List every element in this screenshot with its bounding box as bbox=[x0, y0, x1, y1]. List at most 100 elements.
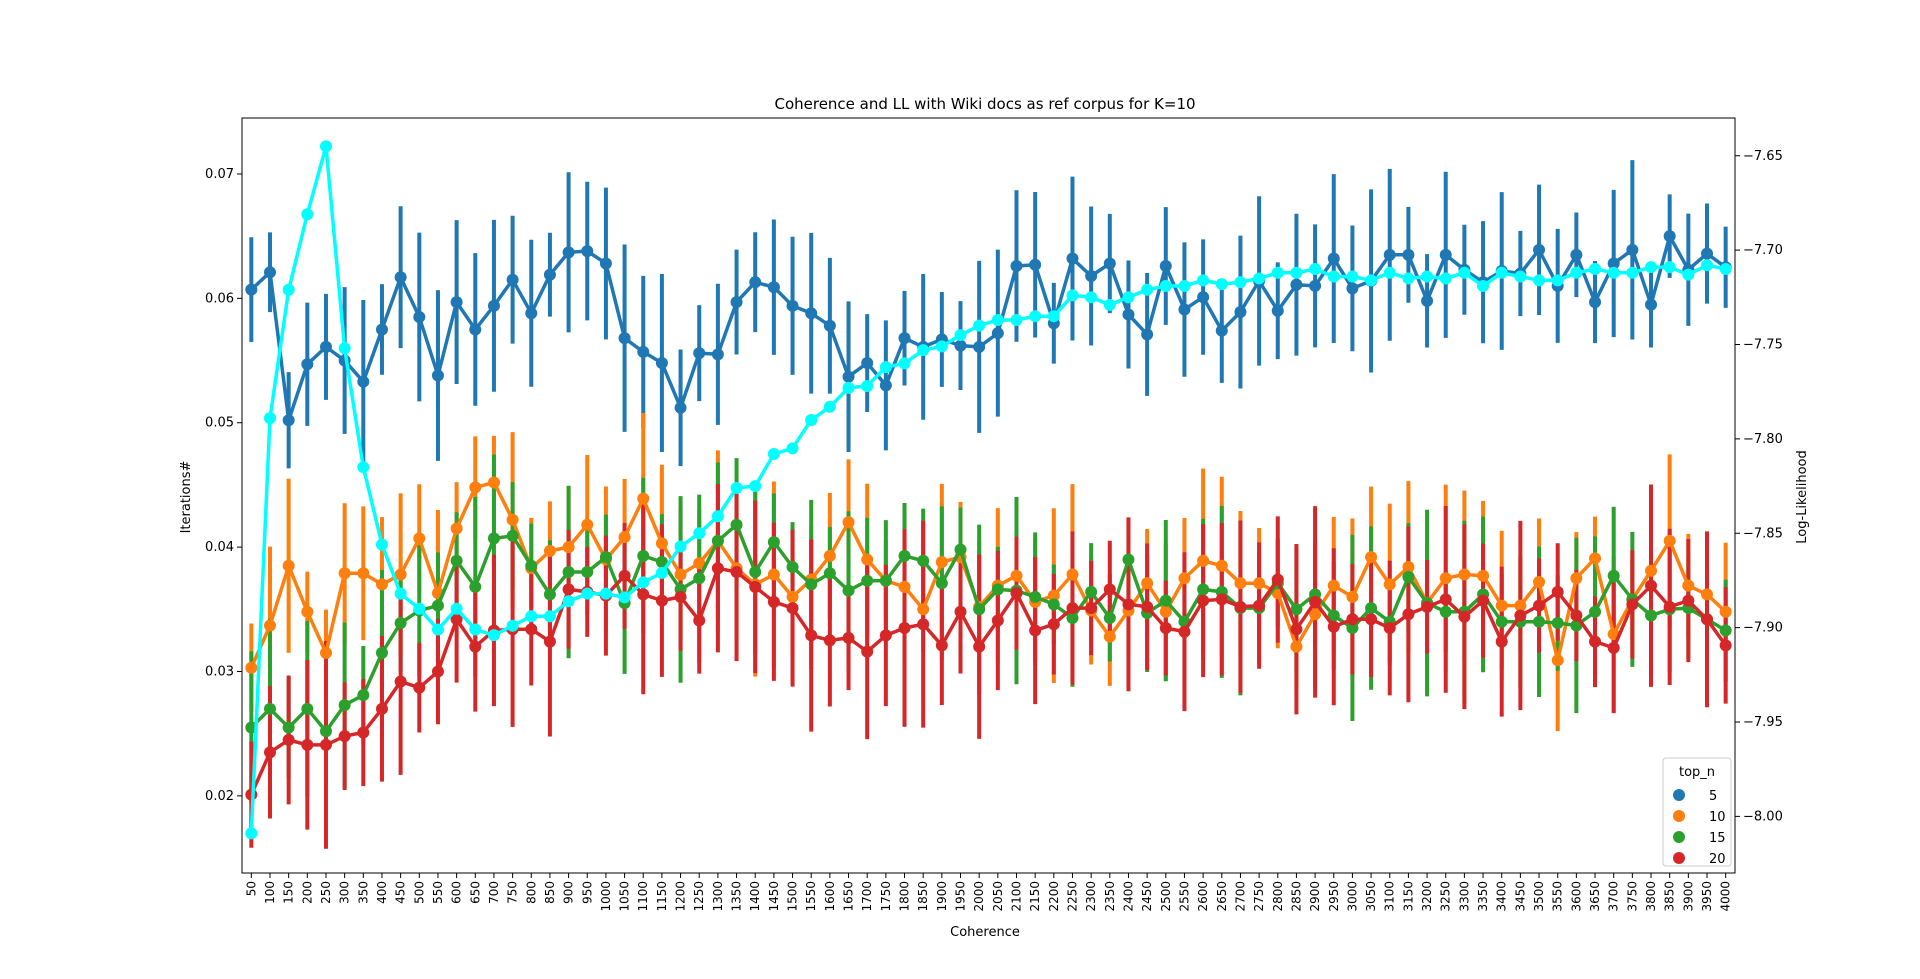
x-tick-label: 950 bbox=[580, 881, 594, 904]
data-point bbox=[935, 340, 948, 353]
x-tick-label: 1400 bbox=[748, 881, 762, 912]
data-point bbox=[375, 578, 388, 591]
data-point bbox=[730, 565, 743, 578]
x-tick-label: 1150 bbox=[655, 881, 669, 912]
data-point bbox=[357, 375, 370, 388]
data-point bbox=[413, 681, 426, 694]
x-tick-label: 1850 bbox=[916, 881, 930, 912]
x-tick-label: 1900 bbox=[935, 881, 949, 912]
data-point bbox=[1495, 615, 1508, 628]
data-point bbox=[543, 610, 556, 623]
data-point bbox=[357, 461, 370, 474]
x-tick-label: 2300 bbox=[1084, 881, 1098, 912]
data-point bbox=[1663, 261, 1676, 274]
x-tick-label: 1250 bbox=[692, 881, 706, 912]
data-point bbox=[1570, 266, 1583, 279]
x-tick-label: 2650 bbox=[1215, 881, 1229, 912]
data-point bbox=[599, 257, 612, 270]
data-point bbox=[674, 568, 687, 581]
data-point bbox=[637, 549, 650, 562]
series-10 bbox=[245, 476, 1732, 674]
data-point bbox=[1477, 279, 1490, 292]
data-point bbox=[1626, 266, 1639, 279]
data-point bbox=[861, 380, 874, 393]
data-point bbox=[450, 522, 463, 535]
data-point bbox=[1682, 594, 1695, 607]
x-tick-label: 3400 bbox=[1495, 881, 1509, 912]
data-point bbox=[301, 358, 314, 371]
x-tick-label: 2200 bbox=[1047, 881, 1061, 912]
data-point bbox=[879, 574, 892, 587]
x-tick-label: 800 bbox=[524, 881, 538, 904]
data-point bbox=[1029, 624, 1042, 637]
data-point bbox=[805, 414, 818, 426]
x-tick-label: 100 bbox=[263, 881, 277, 904]
x-tick-label: 750 bbox=[506, 881, 520, 904]
data-point bbox=[1066, 602, 1079, 615]
data-point bbox=[1178, 303, 1191, 316]
data-point bbox=[431, 665, 444, 678]
data-point bbox=[637, 492, 650, 505]
data-point bbox=[1402, 561, 1415, 574]
data-point bbox=[1141, 328, 1154, 341]
data-point bbox=[1010, 313, 1023, 326]
data-point bbox=[562, 565, 575, 578]
data-point bbox=[1365, 613, 1378, 626]
data-point bbox=[805, 629, 818, 642]
data-point bbox=[543, 268, 556, 281]
data-point bbox=[1346, 613, 1359, 626]
data-point bbox=[1029, 590, 1042, 603]
data-point bbox=[842, 381, 855, 394]
x-tick-label: 650 bbox=[468, 881, 482, 904]
data-point bbox=[805, 578, 818, 591]
data-point bbox=[1029, 258, 1042, 271]
data-point bbox=[1159, 279, 1172, 292]
data-point bbox=[506, 273, 519, 286]
data-point bbox=[319, 646, 332, 659]
data-point bbox=[1477, 594, 1490, 607]
data-point bbox=[954, 605, 967, 618]
x-tick-label: 2550 bbox=[1177, 881, 1191, 912]
data-point bbox=[1589, 605, 1602, 618]
data-point bbox=[599, 587, 612, 600]
y-tick-label: 0.05 bbox=[205, 416, 234, 431]
x-tick-label: 2500 bbox=[1159, 881, 1173, 912]
data-point bbox=[1383, 621, 1396, 634]
data-point bbox=[1551, 616, 1564, 629]
y2-tick-label: −7.90 bbox=[1743, 621, 1783, 636]
x-tick-label: 3200 bbox=[1420, 881, 1434, 912]
x-tick-label: 600 bbox=[450, 881, 464, 904]
x-tick-label: 3850 bbox=[1663, 881, 1677, 912]
y-tick-label: 0.06 bbox=[205, 291, 234, 306]
data-point bbox=[263, 619, 276, 632]
x-tick-label: 1650 bbox=[842, 881, 856, 912]
data-point bbox=[1327, 620, 1340, 633]
data-point bbox=[973, 340, 986, 353]
data-point bbox=[898, 621, 911, 634]
data-point bbox=[1439, 248, 1452, 261]
data-point bbox=[1290, 640, 1303, 653]
data-point bbox=[767, 281, 780, 294]
data-point bbox=[1495, 635, 1508, 648]
data-point bbox=[823, 567, 836, 580]
data-point bbox=[413, 602, 426, 615]
x-tick-label: 3600 bbox=[1569, 881, 1583, 912]
x-tick-label: 2900 bbox=[1308, 881, 1322, 912]
x-tick-label: 1800 bbox=[898, 881, 912, 912]
data-point bbox=[1402, 608, 1415, 621]
x-tick-label: 2250 bbox=[1065, 881, 1079, 912]
data-point bbox=[917, 344, 930, 357]
chart-title: Coherence and LL with Wiki docs as ref c… bbox=[774, 95, 1195, 113]
data-point bbox=[581, 245, 594, 258]
data-point bbox=[898, 580, 911, 593]
data-point bbox=[693, 347, 706, 360]
data-point bbox=[1346, 590, 1359, 603]
data-point bbox=[1645, 298, 1658, 311]
data-point bbox=[1271, 304, 1284, 317]
data-point bbox=[1719, 605, 1732, 618]
x-axis-label: Coherence bbox=[950, 925, 1020, 940]
data-point bbox=[525, 623, 538, 636]
data-point bbox=[749, 580, 762, 593]
data-point bbox=[767, 536, 780, 549]
data-point bbox=[1327, 579, 1340, 592]
